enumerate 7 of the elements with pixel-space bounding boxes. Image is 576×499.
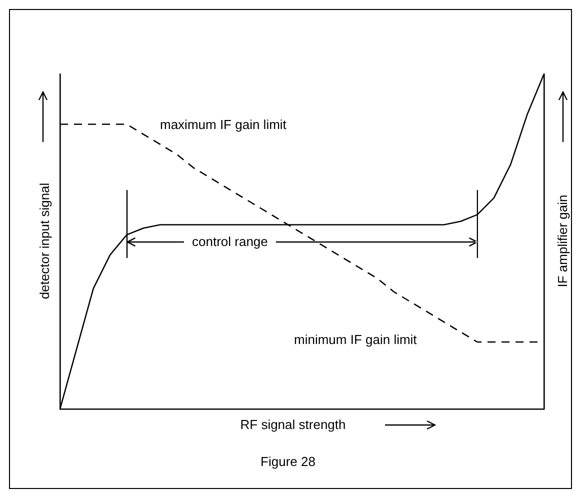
caption: Figure 28	[260, 454, 316, 470]
annotation: minimum IF gain limit	[294, 332, 417, 348]
x-axis-title: RF signal strength	[240, 417, 346, 433]
y-axis-title: detector input signal	[37, 182, 53, 300]
y2-axis-title: IF amplifier gain	[555, 194, 571, 288]
annotation: control range	[184, 234, 276, 250]
annotation: maximum IF gain limit	[160, 117, 286, 133]
